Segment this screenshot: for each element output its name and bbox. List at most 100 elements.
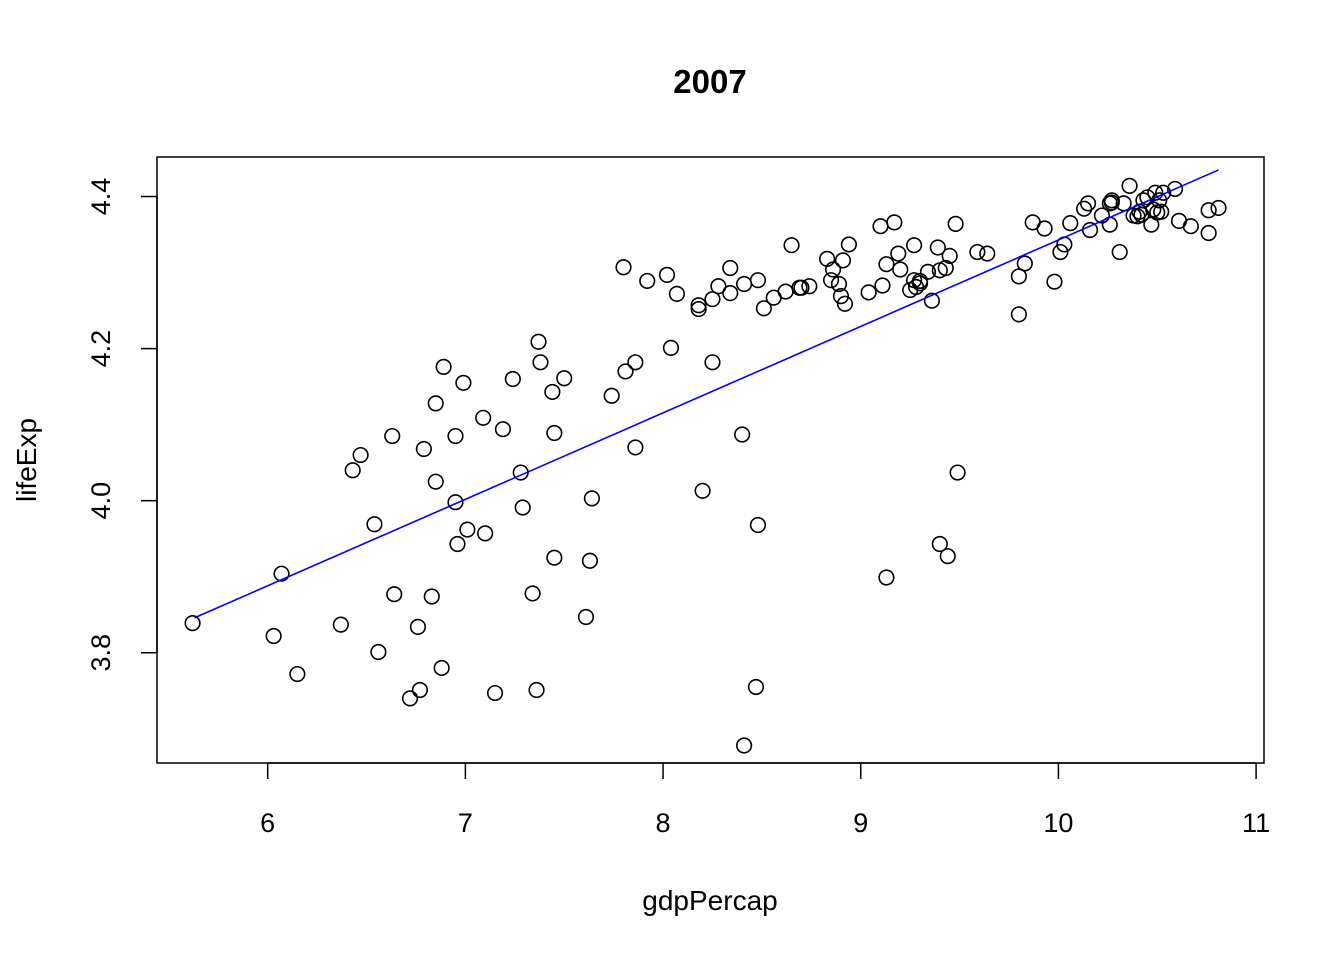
data-point [627,354,644,371]
data-point [1145,201,1162,218]
data-point [423,588,440,605]
data-point [1151,192,1168,209]
data-point [777,283,794,300]
data-point [486,684,504,702]
data-point [639,272,656,290]
data-point [433,659,450,677]
data-point [892,261,909,278]
data-point [415,440,432,458]
data-point [923,292,941,309]
data-point [819,250,836,267]
data-point [546,549,563,566]
x-tick-label: 6 [260,808,275,838]
data-point [1036,220,1053,237]
data-point [1076,200,1093,217]
data-point [929,239,946,256]
data-point [370,643,387,661]
data-point [1182,218,1199,235]
data-point [1062,215,1079,232]
data-point [459,521,476,538]
data-point [494,421,512,438]
data-point [755,300,772,317]
x-axis-label: gdpPercap [642,885,777,916]
data-point [524,585,541,602]
data-point [1111,243,1128,261]
data-point [749,272,767,289]
data-point [344,462,361,479]
data-point [840,236,857,253]
y-tick-label: 3.8 [86,634,116,672]
data-point [710,278,727,295]
regression-line-layer [194,169,1219,619]
data-point [947,215,964,233]
data-point [906,237,923,254]
data-point [822,272,840,289]
data-point [384,427,401,445]
data-point [836,295,854,312]
data-point [832,288,850,305]
data-point [528,681,545,699]
data-point [532,354,549,371]
data-point [366,516,383,533]
data-point [704,291,721,308]
data-point [447,494,464,511]
x-tick-label: 7 [458,808,473,838]
data-point [427,395,444,412]
data-point [1093,207,1111,224]
data-point [793,279,810,296]
data-point [427,473,444,490]
data-point [911,275,929,292]
data-point [447,427,464,445]
data-point [544,383,561,401]
data-point [273,565,290,582]
x-tick-label: 10 [1043,808,1073,838]
data-point [1016,255,1033,272]
data-point [890,245,907,262]
data-point [265,627,282,645]
data-point [1121,177,1138,194]
data-point [860,284,877,301]
y-tick-label: 4.0 [86,482,116,520]
data-point [352,446,369,464]
data-point [1010,306,1027,323]
data-point [919,263,937,280]
data-point [878,256,895,273]
data-point [1200,224,1217,242]
data-point [872,218,889,235]
data-point [627,439,644,456]
data-point [409,618,427,635]
data-point [937,259,954,277]
data-point [1046,273,1063,290]
data-point [736,737,753,754]
data-point [690,297,707,314]
data-point [1147,184,1164,201]
data-point [658,266,676,283]
data-point [1010,268,1027,285]
data-point [1153,203,1170,220]
data-point [184,614,201,632]
data-point [734,426,751,443]
data-point [435,358,452,375]
data-point [668,285,685,302]
data-point [583,490,600,507]
data-point [931,535,948,553]
data-point [949,464,966,481]
y-axis: 3.8 4.0 4.2 4.4 [86,178,158,672]
data-point [504,370,521,388]
y-tick-label: 4.2 [86,330,116,368]
data-point [939,548,956,565]
data-point [603,387,620,404]
data-point [289,665,306,683]
data-point [704,354,721,371]
data-point [386,586,403,603]
data-point [830,275,848,293]
data-point [1079,195,1097,212]
data-point [874,277,891,294]
data-point [546,424,563,442]
chart-title: 2007 [673,63,746,100]
x-tick-label: 11 [1242,808,1270,838]
data-point [411,681,429,699]
data-points [184,177,1227,754]
data-point [1052,243,1069,261]
data-point [979,245,996,262]
